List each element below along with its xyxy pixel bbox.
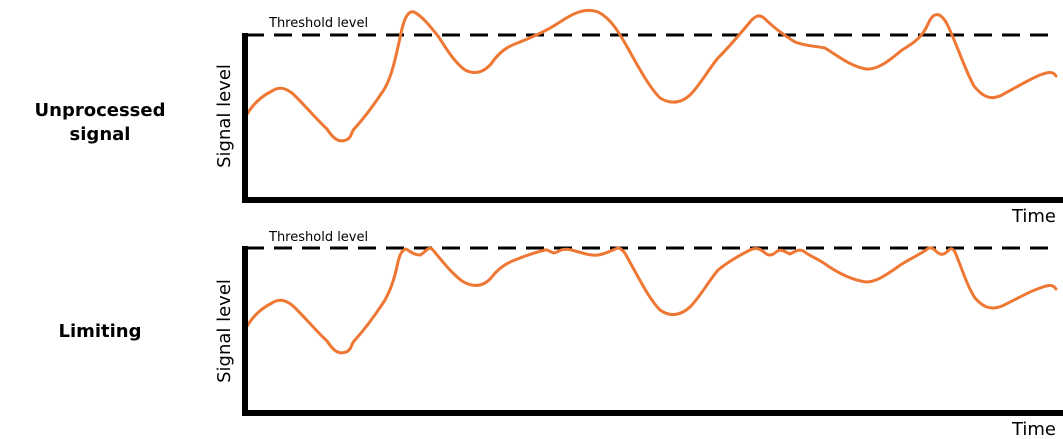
panel-unprocessed: Threshold level Signal level Time [214,8,1063,227]
row-label-line: Limiting [58,321,142,342]
y-axis-label: Signal level [214,64,235,168]
signal-curve [243,8,1058,143]
x-axis-label: Time [1011,419,1056,439]
row-label-line: Unprocessed [34,100,166,121]
row-label-limiting: Limiting [0,320,200,344]
threshold-label: Threshold level [268,230,368,245]
x-axis-label: Time [1011,206,1056,227]
row-label-unprocessed: Unprocessed signal [0,99,200,147]
panel-limiting: Threshold level Signal level Time [214,230,1063,439]
threshold-label: Threshold level [268,16,368,31]
signal-curve [243,246,1058,355]
row-label-line: signal [69,124,131,145]
y-axis-label: Signal level [214,279,235,383]
